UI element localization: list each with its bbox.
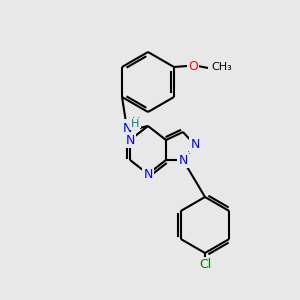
Text: N: N xyxy=(122,122,132,136)
Text: CH₃: CH₃ xyxy=(211,62,232,72)
Text: O: O xyxy=(188,59,198,73)
Text: N: N xyxy=(178,154,188,166)
Text: N: N xyxy=(143,167,153,181)
Text: H: H xyxy=(131,119,139,129)
Text: H: H xyxy=(132,117,140,127)
Text: N: N xyxy=(124,121,134,134)
Text: N: N xyxy=(190,139,200,152)
Text: Cl: Cl xyxy=(199,259,211,272)
Text: N: N xyxy=(125,134,135,146)
